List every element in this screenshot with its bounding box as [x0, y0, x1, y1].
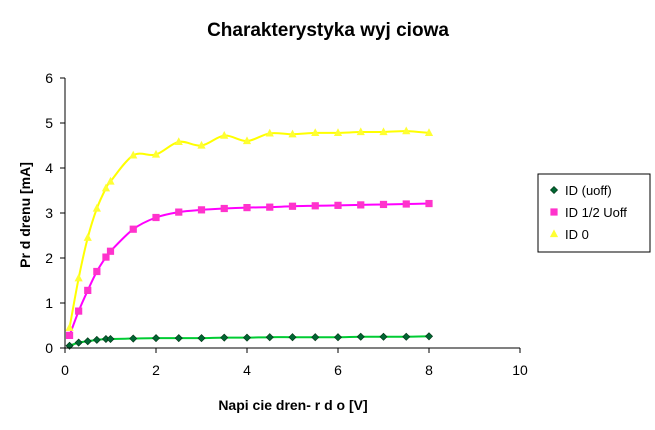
data-point-s2-20 [425, 199, 433, 208]
data-point-s3-2 [74, 273, 83, 282]
data-point-s3-6 [106, 176, 115, 185]
legend-label-3: ID 0 [565, 227, 589, 242]
data-point-s2-8 [152, 213, 160, 222]
data-point-s2-7 [129, 225, 137, 233]
data-point-s1-19 [402, 332, 411, 341]
data-point-s2-9 [175, 208, 183, 216]
legend-marker-3 [549, 229, 559, 238]
data-point-s1-13 [265, 333, 274, 342]
y-tick-label: 3 [45, 205, 53, 221]
data-point-s1-6 [106, 334, 115, 344]
data-point-s1-14 [288, 333, 297, 342]
data-point-s2-5 [102, 253, 110, 261]
x-tick-label: 10 [512, 362, 528, 378]
data-point-s1-9 [174, 334, 183, 343]
data-point-s3-5 [101, 183, 111, 192]
data-point-s2-14 [288, 202, 297, 210]
legend-marker-1 [549, 185, 559, 195]
data-point-s2-3 [84, 286, 92, 294]
data-point-s2-4 [93, 267, 101, 276]
data-point-s2-15 [311, 202, 319, 210]
data-point-s3-18 [379, 127, 388, 136]
legend-label-1: ID (uoff) [565, 183, 612, 198]
data-point-s2-2 [75, 307, 83, 315]
data-point-s2-11 [220, 204, 228, 213]
data-point-s1-15 [311, 333, 320, 342]
data-point-s1-2 [74, 338, 83, 347]
legend: ID (uoff) ID 1/2 Uoff ID 0 [537, 173, 651, 253]
data-point-s3-15 [311, 128, 320, 136]
y-tick-label: 6 [45, 70, 53, 86]
y-tick-label: 0 [45, 340, 53, 356]
data-point-s2-18 [379, 200, 388, 209]
data-point-s1-4 [92, 335, 101, 344]
data-point-s1-10 [197, 334, 206, 343]
axes: 0 1 2 3 4 5 6 0 2 4 6 8 10 [45, 70, 528, 378]
data-point-s1-3 [83, 337, 92, 346]
data-point-s1-18 [379, 332, 388, 341]
data-point-s2-13 [266, 203, 274, 211]
data-point-s2-17 [357, 201, 365, 209]
y-tick-label: 4 [45, 160, 53, 176]
y-tick-label: 5 [45, 115, 53, 131]
data-point-s1-20 [424, 332, 434, 341]
y-tick-label: 1 [45, 295, 53, 311]
chart-title: Charakterystyka wyj ciowa [207, 20, 449, 41]
x-tick-label: 2 [152, 362, 160, 378]
x-tick-label: 6 [334, 362, 342, 378]
y-axis-title: Pr d drenu [mA] [17, 162, 33, 268]
data-point-s3-4 [92, 203, 101, 212]
x-tick-label: 8 [425, 362, 433, 378]
data-point-s2-10 [197, 206, 206, 214]
data-point-s1-17 [356, 332, 365, 341]
x-tick-label: 0 [61, 362, 69, 378]
data-point-s3-10 [197, 140, 206, 149]
legend-marker-2 [550, 208, 558, 216]
data-point-s2-16 [334, 201, 342, 209]
data-point-s3-16 [333, 128, 343, 136]
series-markers [65, 126, 434, 350]
data-point-s3-17 [356, 127, 365, 136]
data-point-s2-6 [106, 247, 115, 255]
data-point-s3-9 [174, 137, 183, 145]
data-point-s1-12 [242, 333, 252, 342]
data-point-s3-13 [265, 128, 274, 137]
data-point-s3-19 [402, 126, 411, 135]
data-point-s3-3 [83, 233, 92, 241]
x-tick-label: 4 [243, 362, 251, 378]
data-point-s3-20 [424, 128, 434, 136]
y-tick-label: 2 [45, 250, 53, 266]
data-point-s1-11 [220, 333, 229, 342]
data-point-s1-8 [151, 334, 161, 343]
data-point-s3-14 [288, 129, 297, 138]
data-point-s1-16 [333, 333, 343, 342]
data-point-s2-1 [65, 331, 74, 339]
data-point-s3-1 [65, 323, 74, 331]
data-point-s2-19 [402, 200, 410, 208]
data-point-s3-8 [151, 149, 161, 158]
data-point-s3-11 [220, 131, 229, 139]
data-point-s1-7 [129, 334, 138, 343]
data-point-s3-7 [129, 150, 138, 159]
x-axis-title: Napi cie dren- r d o [V] [218, 397, 367, 413]
data-point-s3-12 [242, 136, 252, 145]
data-point-s2-12 [243, 204, 251, 212]
legend-label-2: ID 1/2 Uoff [565, 205, 627, 220]
